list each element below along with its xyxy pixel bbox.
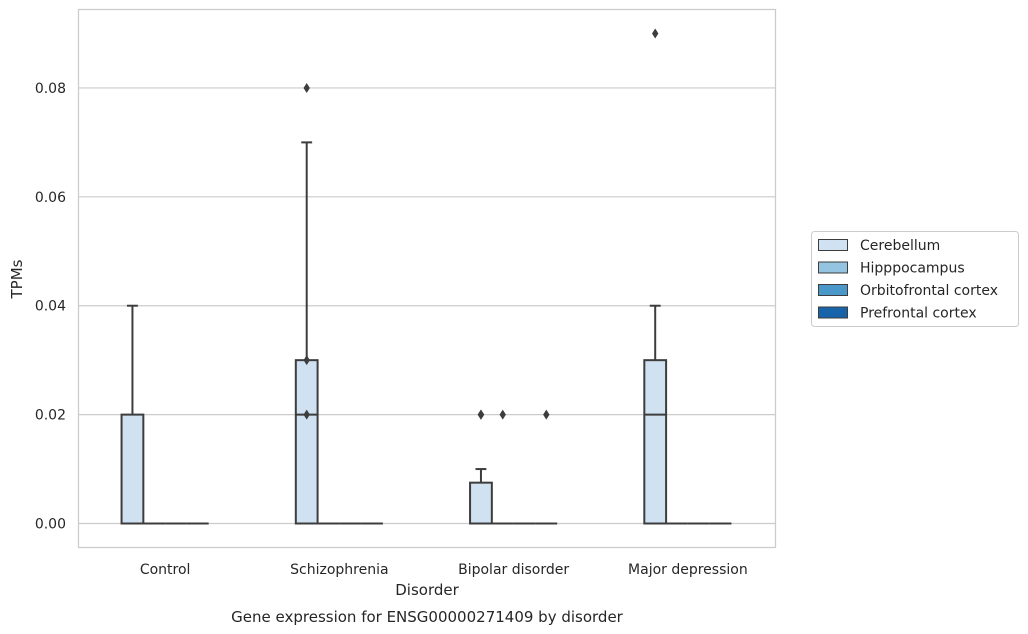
- y-axis-ticks: 0.00 0.02 0.04 0.06 0.08: [35, 81, 66, 533]
- y-tick-label: 0.06: [35, 190, 66, 206]
- x-tick-label: Bipolar disorder: [458, 562, 569, 578]
- legend: Cerebellum Hipppocampus Orbitofrontal cort…: [811, 231, 1019, 327]
- grid-lines: [78, 87, 775, 525]
- box-cerebellum: [643, 28, 668, 525]
- x-tick-label: Control: [140, 562, 191, 578]
- box-cerebellum: [469, 409, 493, 525]
- x-tick-label: Schizophrenia: [290, 562, 388, 578]
- figure-caption: Gene expression for ENSG00000271409 by d…: [231, 608, 624, 626]
- legend-label: Orbitofrontal cortex: [860, 283, 998, 299]
- outlier-point: [303, 355, 310, 366]
- legend-label: Prefrontal cortex: [860, 306, 977, 322]
- y-tick-label: 0.08: [35, 81, 66, 97]
- y-axis-label: TPMs: [8, 259, 26, 299]
- x-axis-ticks: Control Schizophrenia Bipolar disorder Majo…: [140, 562, 748, 578]
- legend-swatch: [818, 284, 848, 296]
- legend-swatch: [818, 239, 848, 251]
- box-prefrontal-cortex: [535, 409, 558, 525]
- box-body: [294, 359, 319, 525]
- x-tick-label: Major depression: [628, 562, 748, 578]
- y-tick-label: 0.04: [35, 299, 66, 315]
- legend-swatch: [818, 306, 848, 319]
- legend-frame: [811, 231, 1019, 327]
- box-plot-area: [120, 28, 732, 525]
- box-cerebellum: [294, 82, 319, 525]
- outlier-point: [652, 28, 659, 39]
- box-cerebellum: [120, 304, 145, 525]
- outlier-point: [543, 409, 550, 420]
- y-tick-label: 0.00: [35, 517, 66, 533]
- box-hipppocampus: [491, 409, 514, 525]
- x-axis-label: Disorder: [395, 581, 459, 599]
- box-body: [120, 413, 145, 525]
- plot-frame: [77, 8, 777, 549]
- legend-label: Hipppocampus: [860, 261, 965, 277]
- box-body: [643, 359, 668, 525]
- outlier-point: [303, 82, 310, 93]
- legend-swatch: [818, 261, 848, 274]
- outlier-point: [303, 409, 310, 420]
- y-tick-label: 0.02: [35, 408, 66, 424]
- box-body: [469, 481, 493, 525]
- outlier-point: [477, 409, 485, 420]
- outlier-point: [499, 409, 506, 420]
- legend-label: Cerebellum: [860, 238, 940, 254]
